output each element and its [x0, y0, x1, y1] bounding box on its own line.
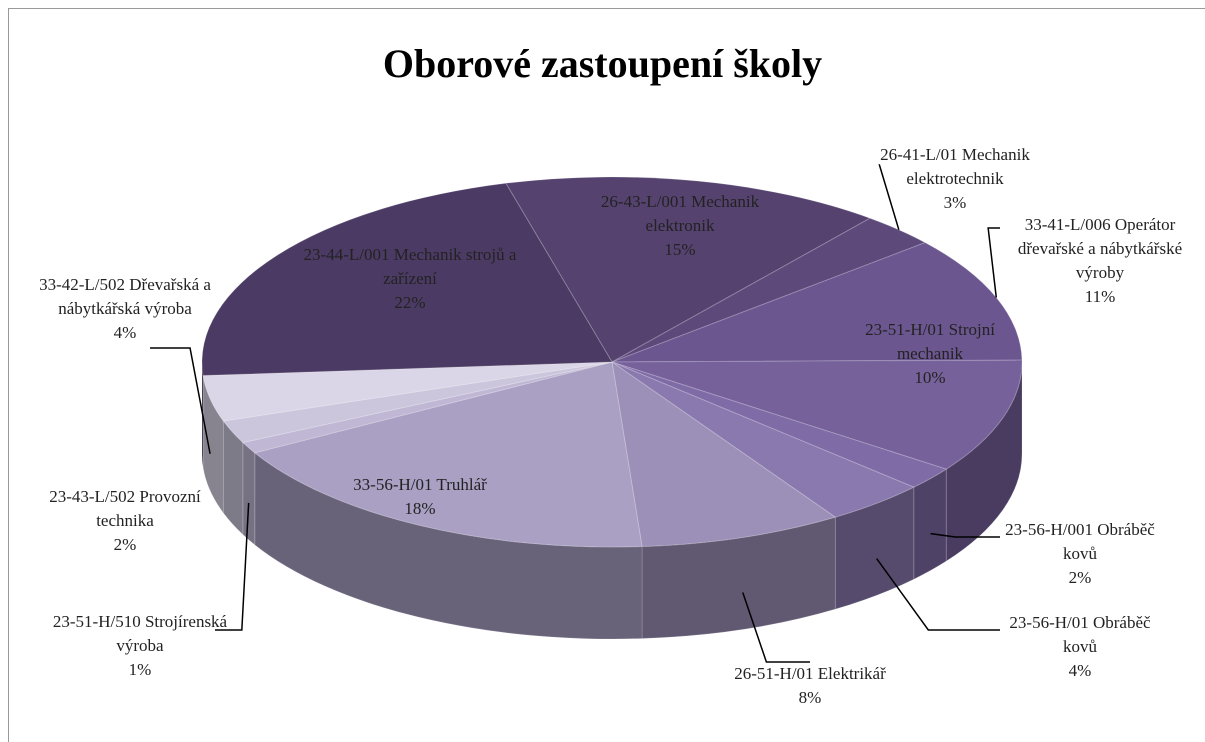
- slice: [253, 361, 643, 548]
- value-label: 11%: [1084, 287, 1116, 306]
- slice: [202, 361, 613, 422]
- data-label: 23-44-L/001 Mechanik strojů a zařízení 22…: [290, 243, 530, 315]
- slice-side: [242, 441, 256, 546]
- data-label: 33-41-L/006 Operátor dřevařské a nábytká…: [1000, 213, 1200, 309]
- leader-line: [930, 532, 1000, 538]
- value-label: 1%: [128, 660, 152, 679]
- value-label: 2%: [1068, 568, 1092, 587]
- leader-line: [876, 558, 1000, 631]
- slice: [505, 176, 872, 363]
- value-label: 2%: [113, 535, 137, 554]
- chart-title: Oborové zastoupení školy: [382, 41, 823, 86]
- category-label: 23-44-L/001 Mechanik strojů a zařízení: [303, 245, 517, 288]
- value-label: 18%: [404, 499, 436, 518]
- leader-line: [742, 592, 810, 663]
- slice: [611, 361, 916, 518]
- slice: [611, 242, 1023, 363]
- value-label: 22%: [394, 293, 426, 312]
- slice: [611, 359, 1023, 470]
- value-label: 4%: [1068, 661, 1092, 680]
- data-label: 26-43-L/001 Mechanik elektronik 15%: [580, 190, 780, 262]
- data-label: 33-56-H/01 Truhlář 18%: [290, 473, 550, 521]
- category-label: 26-51-H/01 Elektrikář: [734, 664, 886, 683]
- category-label: 23-43-L/502 Provozní technika: [49, 487, 201, 530]
- data-label: 23-51-H/01 Strojní mechanik 10%: [850, 318, 1010, 390]
- slice-side: [913, 468, 947, 581]
- value-label: 3%: [943, 193, 967, 212]
- value-label: 10%: [914, 368, 946, 387]
- category-label: 33-56-H/01 Truhlář: [353, 475, 487, 494]
- leader-line: [215, 502, 250, 631]
- category-label: 33-42-L/502 Dřevařská a nábytkářská výro…: [39, 275, 211, 318]
- slice: [201, 182, 613, 377]
- slice: [611, 360, 837, 548]
- data-label: 26-41-L/01 Mechanik elektrotechnik 3%: [850, 143, 1060, 215]
- category-label: 26-43-L/001 Mechanik elektronik: [600, 192, 760, 235]
- slice: [611, 361, 948, 488]
- slice: [241, 361, 613, 454]
- category-label: 23-56-H/01 Obráběč kovů: [1009, 613, 1151, 656]
- frame: [8, 8, 1205, 742]
- data-label: 23-43-L/502 Provozní technika 2%: [25, 485, 225, 557]
- category-label: 23-51-H/01 Strojní mechanik: [865, 320, 995, 363]
- data-label: 23-51-H/510 Strojírenská výroba 1%: [40, 610, 240, 682]
- category-label: 33-41-L/006 Operátor dřevařské a nábytká…: [1017, 215, 1183, 282]
- leader-line: [150, 347, 211, 454]
- slice: [222, 361, 613, 444]
- value-label: 8%: [798, 688, 822, 707]
- category-label: 23-51-H/510 Strojírenská výroba: [52, 612, 228, 655]
- leader-line: [878, 164, 900, 231]
- data-label: 23-56-H/001 Obráběč kovů 2%: [1000, 518, 1160, 590]
- data-label: 23-56-H/01 Obráběč kovů 4%: [1000, 611, 1160, 683]
- category-label: 26-41-L/01 Mechanik elektrotechnik: [880, 145, 1030, 188]
- leader-line: [987, 227, 1000, 298]
- category-label: 23-56-H/001 Obráběč kovů: [1005, 520, 1155, 563]
- data-label: 26-51-H/01 Elektrikář 8%: [680, 662, 940, 710]
- value-label: 4%: [113, 323, 137, 342]
- slice: [611, 217, 927, 363]
- value-label: 15%: [664, 240, 696, 259]
- data-label: 33-42-L/502 Dřevařská a nábytkářská výro…: [7, 273, 243, 345]
